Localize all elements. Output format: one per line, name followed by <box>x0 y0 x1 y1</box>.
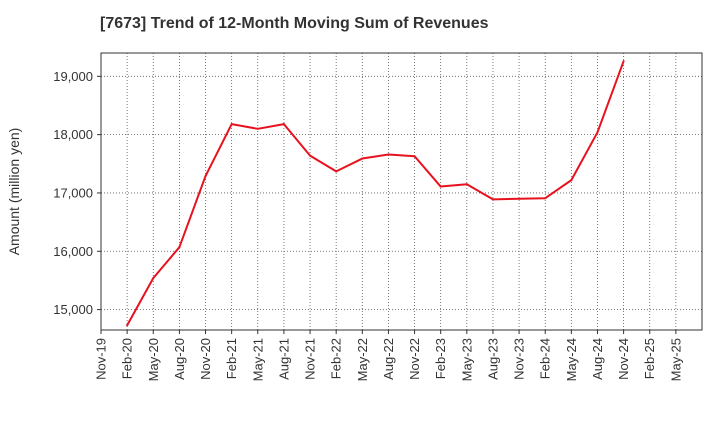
data-point <box>518 197 521 200</box>
x-tick-label: Aug-24 <box>590 338 605 380</box>
x-axis-ticks: Nov-19 Feb-20 May-20 Aug-20 Nov-20 Feb-21 May-… <box>94 330 683 381</box>
series-group <box>126 60 625 327</box>
data-point <box>465 183 468 186</box>
x-tick-label: May-23 <box>459 338 474 381</box>
x-tick-label: May-24 <box>564 338 579 381</box>
x-tick-label: Aug-22 <box>381 338 396 380</box>
x-tick-label: Nov-20 <box>198 338 213 380</box>
y-tick-label: 18,000 <box>53 127 93 142</box>
data-point <box>439 185 442 188</box>
data-point <box>387 153 390 156</box>
x-tick-label: May-20 <box>146 338 161 381</box>
data-point <box>178 246 181 249</box>
data-point <box>544 197 547 200</box>
data-point <box>230 123 233 126</box>
y-axis-label: Amount (million yen) <box>6 128 22 256</box>
x-tick-label: Feb-24 <box>538 338 553 379</box>
x-tick-label: Nov-24 <box>616 338 631 380</box>
data-point <box>570 179 573 182</box>
x-tick-label: Nov-22 <box>407 338 422 380</box>
data-point <box>622 60 625 63</box>
x-tick-label: Aug-21 <box>276 338 291 380</box>
x-tick-label: May-25 <box>668 338 683 381</box>
data-point <box>361 157 364 160</box>
grid <box>101 53 702 330</box>
revenue-series-line <box>126 60 625 326</box>
x-tick-label: Nov-23 <box>512 338 527 380</box>
x-tick-label: Aug-20 <box>172 338 187 380</box>
x-tick-label: Aug-23 <box>485 338 500 380</box>
x-tick-label: Feb-22 <box>329 338 344 379</box>
x-tick-label: Feb-23 <box>433 338 448 379</box>
data-point <box>282 123 285 126</box>
x-tick-label: Nov-21 <box>303 338 318 380</box>
data-point <box>204 175 207 178</box>
x-tick-label: May-21 <box>250 338 265 381</box>
data-point <box>491 198 494 201</box>
x-tick-label: May-22 <box>355 338 370 381</box>
x-tick-label: Nov-19 <box>94 338 109 380</box>
y-tick-label: 16,000 <box>53 244 93 259</box>
data-point <box>152 277 155 280</box>
data-point <box>596 131 599 134</box>
y-axis-ticks: 15,000 16,000 17,000 18,000 19,000 <box>53 69 101 317</box>
x-tick-label: Feb-21 <box>224 338 239 379</box>
plot-area <box>100 52 703 331</box>
x-tick-label: Feb-20 <box>120 338 135 379</box>
data-point <box>256 127 259 130</box>
y-tick-label: 17,000 <box>53 185 93 200</box>
data-point <box>413 155 416 158</box>
y-tick-label: 19,000 <box>53 69 93 84</box>
data-point <box>335 170 338 173</box>
y-tick-label: 15,000 <box>53 302 93 317</box>
chart-title: [7673] Trend of 12-Month Moving Sum of R… <box>100 15 489 32</box>
x-tick-label: Feb-25 <box>642 338 657 379</box>
data-point <box>309 154 312 157</box>
data-point <box>126 324 129 327</box>
